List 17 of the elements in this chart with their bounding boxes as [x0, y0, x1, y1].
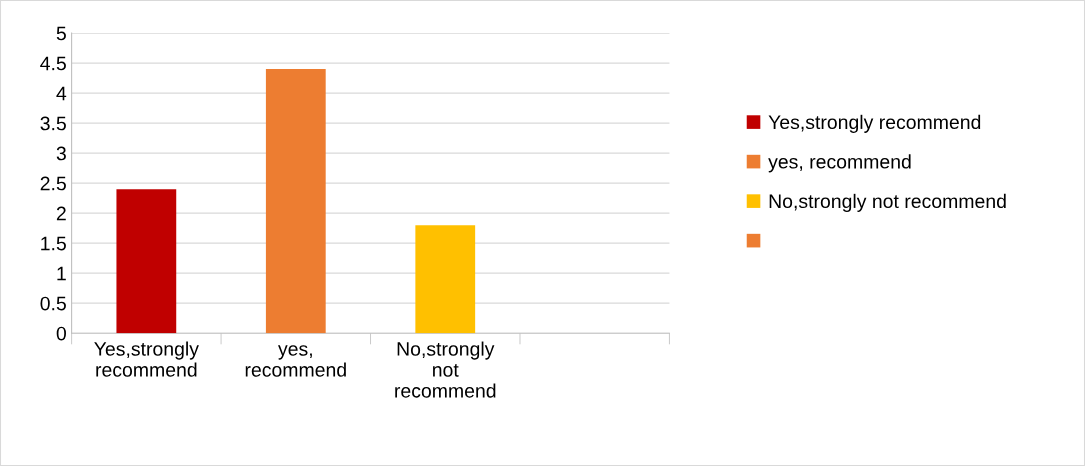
y-tick-label: 3.5 — [40, 116, 66, 131]
y-tick-label: 3 — [56, 146, 66, 161]
y-tick-label: 0 — [56, 326, 66, 341]
x-tick-label: yes, recommend — [245, 345, 346, 377]
y-tick-label: 2 — [56, 206, 66, 221]
y-tick-label: 4.5 — [40, 56, 66, 71]
y-tick-label: 1 — [57, 266, 66, 281]
y-tick-label: 2.5 — [40, 176, 66, 191]
x-tick-label: No,strongly not recommend — [395, 341, 496, 398]
legend-label: Yes,strongly recommend — [768, 114, 981, 133]
y-tick-label: 5 — [56, 26, 66, 41]
x-tick-label: Yes,strongly recommend — [94, 341, 199, 377]
y-tick-label: 0.5 — [40, 296, 66, 311]
y-tick-label: 4 — [56, 86, 67, 101]
legend-label: yes, recommend — [768, 154, 911, 173]
y-tick-label: 1.5 — [41, 236, 66, 251]
legend-label: No,strongly not recommend — [769, 193, 1006, 212]
